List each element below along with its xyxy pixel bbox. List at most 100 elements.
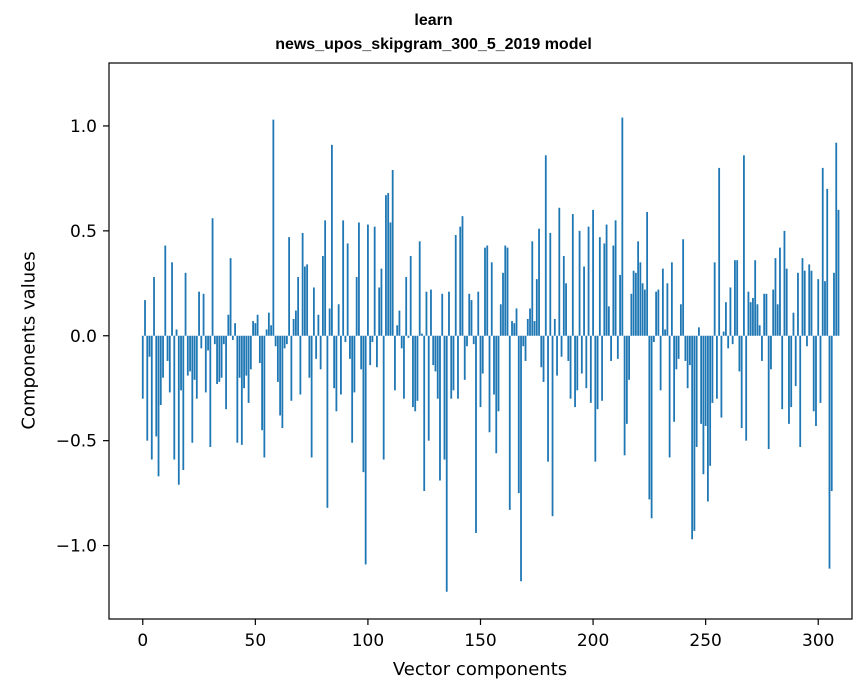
- bar-144: [466, 335, 468, 347]
- bar-154: [488, 335, 491, 433]
- bar-76: [312, 287, 315, 336]
- bar-220: [637, 241, 640, 336]
- bar-246: [695, 335, 698, 447]
- bar-302: [821, 167, 824, 336]
- x-axis-label: Vector components: [392, 659, 568, 680]
- bar-191: [571, 214, 574, 336]
- bar-217: [630, 293, 633, 336]
- bar-36: [222, 335, 225, 345]
- bar-233: [666, 283, 669, 336]
- bar-138: [452, 335, 455, 391]
- bar-296: [808, 264, 811, 336]
- bar-298: [812, 335, 815, 412]
- bar-25: [198, 291, 200, 336]
- bar-235: [670, 262, 673, 336]
- bar-82: [326, 335, 329, 508]
- bar-0: [141, 335, 144, 399]
- bar-266: [740, 335, 743, 429]
- bar-6: [155, 335, 158, 437]
- bar-287: [788, 335, 790, 424]
- bar-255: [716, 335, 718, 399]
- bar-118: [407, 335, 410, 338]
- x-tick-label: 50: [245, 631, 267, 651]
- bar-54: [263, 335, 266, 458]
- x-tick-label: 250: [689, 631, 721, 651]
- bar-295: [806, 335, 808, 347]
- bar-277: [765, 293, 768, 336]
- bar-259: [725, 302, 727, 336]
- bar-231: [661, 268, 664, 336]
- bar-163: [508, 335, 511, 510]
- bar-153: [486, 245, 489, 336]
- bar-4: [150, 335, 153, 460]
- bar-28: [204, 335, 207, 393]
- bar-137: [450, 335, 453, 399]
- bar-125: [423, 335, 426, 492]
- x-tick-label: 0: [137, 631, 148, 651]
- bar-268: [745, 335, 748, 441]
- bar-92: [349, 335, 351, 359]
- bar-9: [162, 335, 164, 378]
- bar-141: [459, 226, 462, 336]
- bar-39: [229, 258, 232, 336]
- bar-290: [794, 335, 797, 387]
- bar-280: [772, 289, 775, 336]
- bar-107: [382, 335, 385, 460]
- bar-162: [506, 247, 509, 336]
- bar-53: [261, 335, 263, 431]
- bar-15: [175, 329, 178, 336]
- bar-120: [412, 335, 414, 408]
- bar-49: [252, 321, 254, 336]
- bar-32: [213, 335, 216, 345]
- bar-247: [698, 327, 700, 336]
- bar-257: [720, 335, 723, 418]
- bar-110: [389, 222, 392, 336]
- bar-56: [267, 312, 270, 336]
- bar-213: [621, 117, 624, 336]
- bar-262: [731, 335, 734, 345]
- bar-236: [673, 335, 676, 422]
- bar-215: [625, 335, 628, 424]
- bar-136: [448, 291, 450, 336]
- y-tick-label: −0.5: [56, 432, 97, 452]
- bar-276: [763, 293, 766, 336]
- bar-150: [479, 335, 482, 408]
- bar-20: [186, 335, 189, 376]
- bar-61: [279, 335, 282, 416]
- x-tick-label: 150: [464, 631, 496, 651]
- bar-64: [285, 335, 288, 345]
- bar-81: [324, 220, 327, 336]
- bar-210: [614, 220, 617, 336]
- bar-254: [713, 262, 716, 336]
- bar-218: [632, 270, 635, 336]
- bar-66: [290, 335, 293, 401]
- y-axis-ticks: −1.0 −0.5 0.0 0.5 1.0: [56, 117, 109, 557]
- bar-21: [189, 335, 191, 372]
- bar-197: [585, 335, 588, 389]
- bar-240: [682, 239, 685, 336]
- bar-293: [801, 258, 804, 336]
- bar-85: [333, 335, 336, 389]
- bar-252: [709, 335, 712, 466]
- bar-77: [315, 335, 318, 359]
- bar-170: [524, 335, 527, 361]
- bar-149: [477, 291, 480, 336]
- x-tick-label: 300: [802, 631, 834, 651]
- bar-160: [502, 272, 504, 336]
- chart-subtitle: news_upos_skipgram_300_5_2019 model: [275, 36, 592, 53]
- bar-242: [686, 335, 689, 389]
- y-tick-label: 0.0: [70, 327, 97, 347]
- bar-250: [704, 335, 707, 426]
- bar-65: [288, 237, 291, 336]
- bar-7: [157, 335, 160, 477]
- bar-31: [211, 218, 214, 336]
- bar-99: [364, 335, 367, 565]
- bar-14: [173, 335, 176, 460]
- bar-38: [227, 314, 230, 336]
- bar-111: [391, 170, 394, 336]
- bar-124: [421, 333, 423, 336]
- bar-91: [346, 243, 349, 336]
- bar-155: [490, 262, 493, 336]
- bar-227: [652, 335, 655, 343]
- bar-221: [639, 262, 642, 336]
